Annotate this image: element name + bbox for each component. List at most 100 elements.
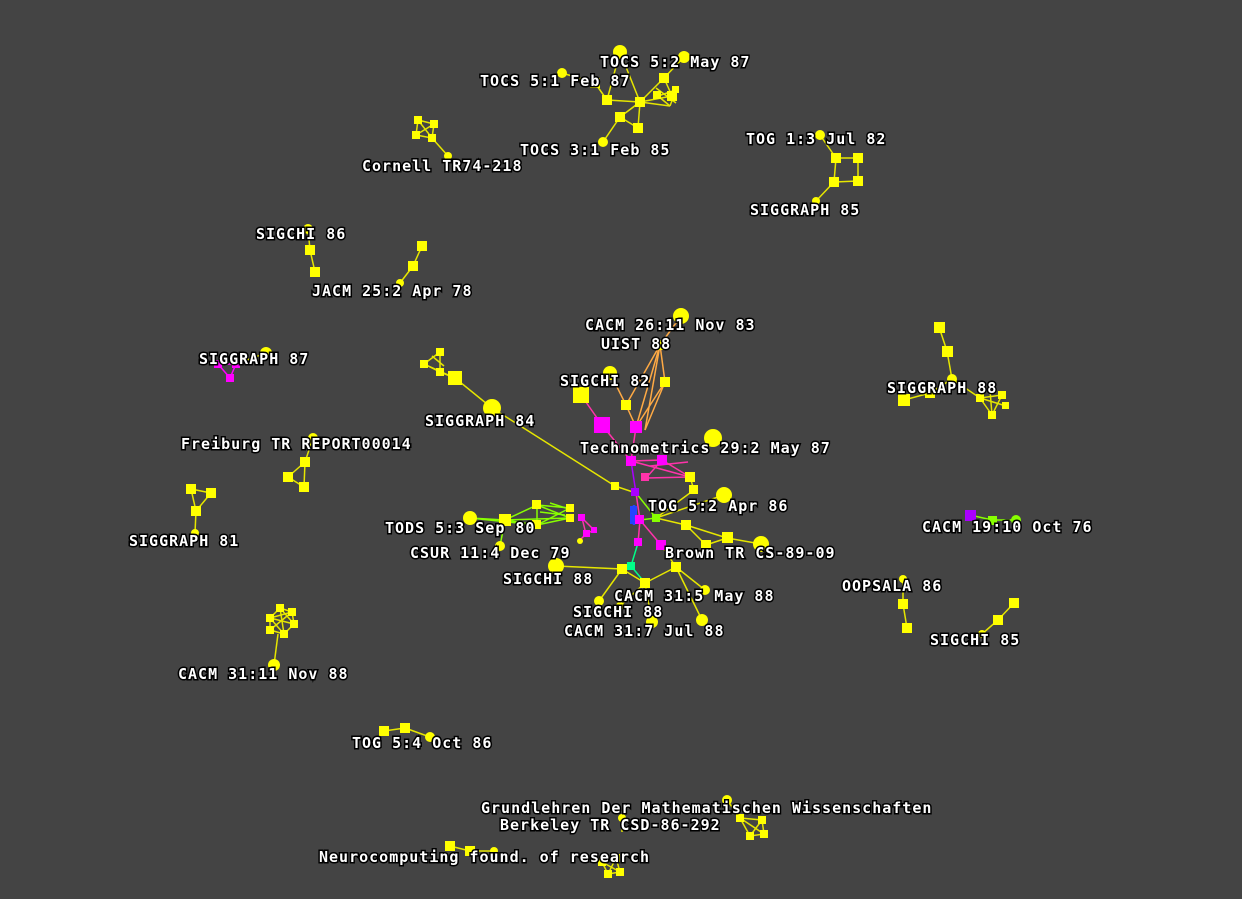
node-box[interactable] <box>226 374 234 382</box>
node-box[interactable] <box>499 514 511 526</box>
node-sphere[interactable] <box>483 399 501 417</box>
node-sphere[interactable] <box>303 224 313 234</box>
node-box[interactable] <box>206 488 216 498</box>
node-box[interactable] <box>602 95 612 105</box>
node-box[interactable] <box>635 97 645 107</box>
label-tog-5-4[interactable]: TOG 5:4 Oct 86 <box>351 733 493 754</box>
label-jacm[interactable]: JACM 25:2 Apr 78 <box>311 281 474 302</box>
node-sphere[interactable] <box>613 45 627 59</box>
node-box[interactable] <box>746 832 754 840</box>
label-cornell[interactable]: Cornell TR74-218 <box>361 156 524 177</box>
node-box[interactable] <box>722 532 733 543</box>
node-box[interactable] <box>283 472 293 482</box>
label-siggraph-87[interactable]: SIGGRAPH 87 <box>198 349 310 370</box>
node-sphere[interactable] <box>260 347 272 359</box>
node-box[interactable] <box>379 726 389 736</box>
node-sphere[interactable] <box>557 68 567 78</box>
node-sphere[interactable] <box>444 152 452 160</box>
node-sphere[interactable] <box>594 596 604 606</box>
node-box[interactable] <box>672 86 679 93</box>
node-box[interactable] <box>186 484 196 494</box>
node-box[interactable] <box>760 830 768 838</box>
label-neurocomputing[interactable]: Neurocomputing found. of research <box>318 847 651 868</box>
node-box[interactable] <box>604 870 612 878</box>
node-sphere[interactable] <box>603 366 617 380</box>
label-grundlehren[interactable]: Grundlehren Der Mathematischen Wissensch… <box>480 798 933 819</box>
node-box[interactable] <box>305 245 315 255</box>
node-box[interactable] <box>612 854 620 862</box>
node-box[interactable] <box>993 615 1003 625</box>
node-box[interactable] <box>448 371 462 385</box>
label-siggraph-84[interactable]: SIGGRAPH 84 <box>424 411 536 432</box>
node-sphere[interactable] <box>678 51 690 63</box>
node-box[interactable] <box>942 346 953 357</box>
node-box[interactable] <box>288 608 296 616</box>
node-box[interactable] <box>641 473 649 481</box>
node-sphere[interactable] <box>812 197 820 205</box>
node-box[interactable] <box>652 514 660 522</box>
node-box[interactable] <box>902 623 912 633</box>
node-box[interactable] <box>976 394 984 402</box>
node-box[interactable] <box>266 626 274 634</box>
node-box[interactable] <box>988 411 996 419</box>
node-box[interactable] <box>1009 598 1019 608</box>
node-sphere[interactable] <box>616 602 624 610</box>
node-box[interactable] <box>300 457 310 467</box>
node-box[interactable] <box>829 177 839 187</box>
node-box[interactable] <box>428 134 436 142</box>
node-box[interactable] <box>640 578 650 588</box>
node-box[interactable] <box>573 387 589 403</box>
node-box[interactable] <box>616 868 624 876</box>
node-sphere[interactable] <box>490 847 498 855</box>
node-box[interactable] <box>590 78 600 88</box>
node-box[interactable] <box>998 391 1006 399</box>
label-cacm-26-11[interactable]: CACM 26:11 Nov 83 <box>584 315 757 336</box>
node-box[interactable] <box>965 510 976 521</box>
node-sphere[interactable] <box>618 814 626 822</box>
node-box[interactable] <box>400 723 410 733</box>
node-box[interactable] <box>436 368 444 376</box>
node-sphere[interactable] <box>716 487 732 503</box>
node-sphere[interactable] <box>268 659 280 671</box>
node-box[interactable] <box>583 530 590 537</box>
node-box[interactable] <box>736 814 744 822</box>
node-box[interactable] <box>290 620 298 628</box>
node-box[interactable] <box>685 472 695 482</box>
node-sphere[interactable] <box>696 614 708 626</box>
node-box[interactable] <box>310 267 320 277</box>
node-box[interactable] <box>631 488 639 496</box>
node-box[interactable] <box>412 131 420 139</box>
node-sphere[interactable] <box>704 429 722 447</box>
node-box[interactable] <box>214 360 222 368</box>
node-sphere[interactable] <box>463 511 477 525</box>
node-box[interactable] <box>660 377 670 387</box>
node-box[interactable] <box>594 417 610 433</box>
label-berkeley[interactable]: Berkeley TR CSD-86-292 <box>499 815 722 836</box>
label-tocs-3-1[interactable]: TOCS 3:1 Feb 85 <box>519 140 671 161</box>
node-box[interactable] <box>681 520 691 530</box>
label-siggraph-88[interactable]: SIGGRAPH 88 <box>886 378 998 399</box>
node-box[interactable] <box>1002 402 1009 409</box>
node-box[interactable] <box>408 261 418 271</box>
node-box[interactable] <box>659 73 669 83</box>
label-tog-5-2[interactable]: TOG 5:2 Apr 86 <box>647 496 789 517</box>
node-box[interactable] <box>578 514 585 521</box>
node-box[interactable] <box>436 348 444 356</box>
node-sphere[interactable] <box>191 529 199 537</box>
node-box[interactable] <box>591 527 597 533</box>
node-sphere[interactable] <box>308 433 318 443</box>
node-box[interactable] <box>634 538 642 546</box>
label-cacm-31-5[interactable]: CACM 31:5 May 88 <box>613 586 776 607</box>
node-box[interactable] <box>280 630 288 638</box>
node-box[interactable] <box>934 322 945 333</box>
node-box[interactable] <box>445 841 455 851</box>
node-sphere[interactable] <box>978 630 986 638</box>
node-box[interactable] <box>656 540 666 550</box>
node-sphere[interactable] <box>700 585 710 595</box>
node-box[interactable] <box>701 540 711 550</box>
node-box[interactable] <box>611 482 619 490</box>
node-box[interactable] <box>430 120 438 128</box>
node-box[interactable] <box>299 482 309 492</box>
node-box[interactable] <box>898 599 908 609</box>
node-box[interactable] <box>276 604 284 612</box>
